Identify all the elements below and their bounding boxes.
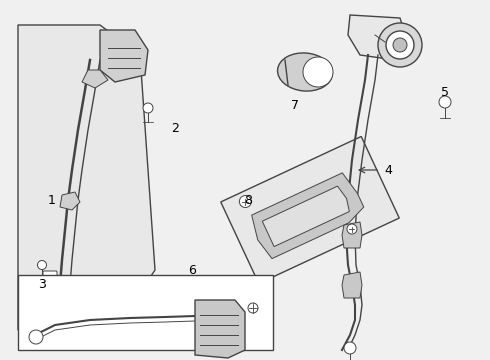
Ellipse shape <box>277 53 332 91</box>
Polygon shape <box>220 136 399 284</box>
Circle shape <box>393 38 407 52</box>
Polygon shape <box>100 30 148 82</box>
Circle shape <box>344 342 356 354</box>
Text: 2: 2 <box>171 122 179 135</box>
Polygon shape <box>195 300 245 358</box>
Polygon shape <box>82 70 108 88</box>
Ellipse shape <box>303 57 333 87</box>
Polygon shape <box>18 25 155 330</box>
Circle shape <box>143 103 153 113</box>
Text: 7: 7 <box>291 99 299 112</box>
Polygon shape <box>262 186 349 247</box>
FancyBboxPatch shape <box>18 275 273 350</box>
Polygon shape <box>342 272 362 298</box>
Circle shape <box>378 23 422 67</box>
Polygon shape <box>348 15 410 60</box>
Circle shape <box>29 330 43 344</box>
Polygon shape <box>252 173 364 258</box>
Circle shape <box>38 261 47 270</box>
Text: 8: 8 <box>244 194 252 207</box>
Circle shape <box>439 96 451 108</box>
Circle shape <box>239 195 251 207</box>
Text: 1: 1 <box>48 194 56 207</box>
Circle shape <box>248 303 258 313</box>
Text: 5: 5 <box>441 86 449 99</box>
Circle shape <box>347 224 357 234</box>
Polygon shape <box>342 222 362 248</box>
Text: 4: 4 <box>384 163 392 176</box>
Polygon shape <box>60 192 80 210</box>
Text: 6: 6 <box>188 264 196 276</box>
FancyBboxPatch shape <box>43 271 57 281</box>
Text: 3: 3 <box>38 279 46 292</box>
Circle shape <box>386 31 414 59</box>
